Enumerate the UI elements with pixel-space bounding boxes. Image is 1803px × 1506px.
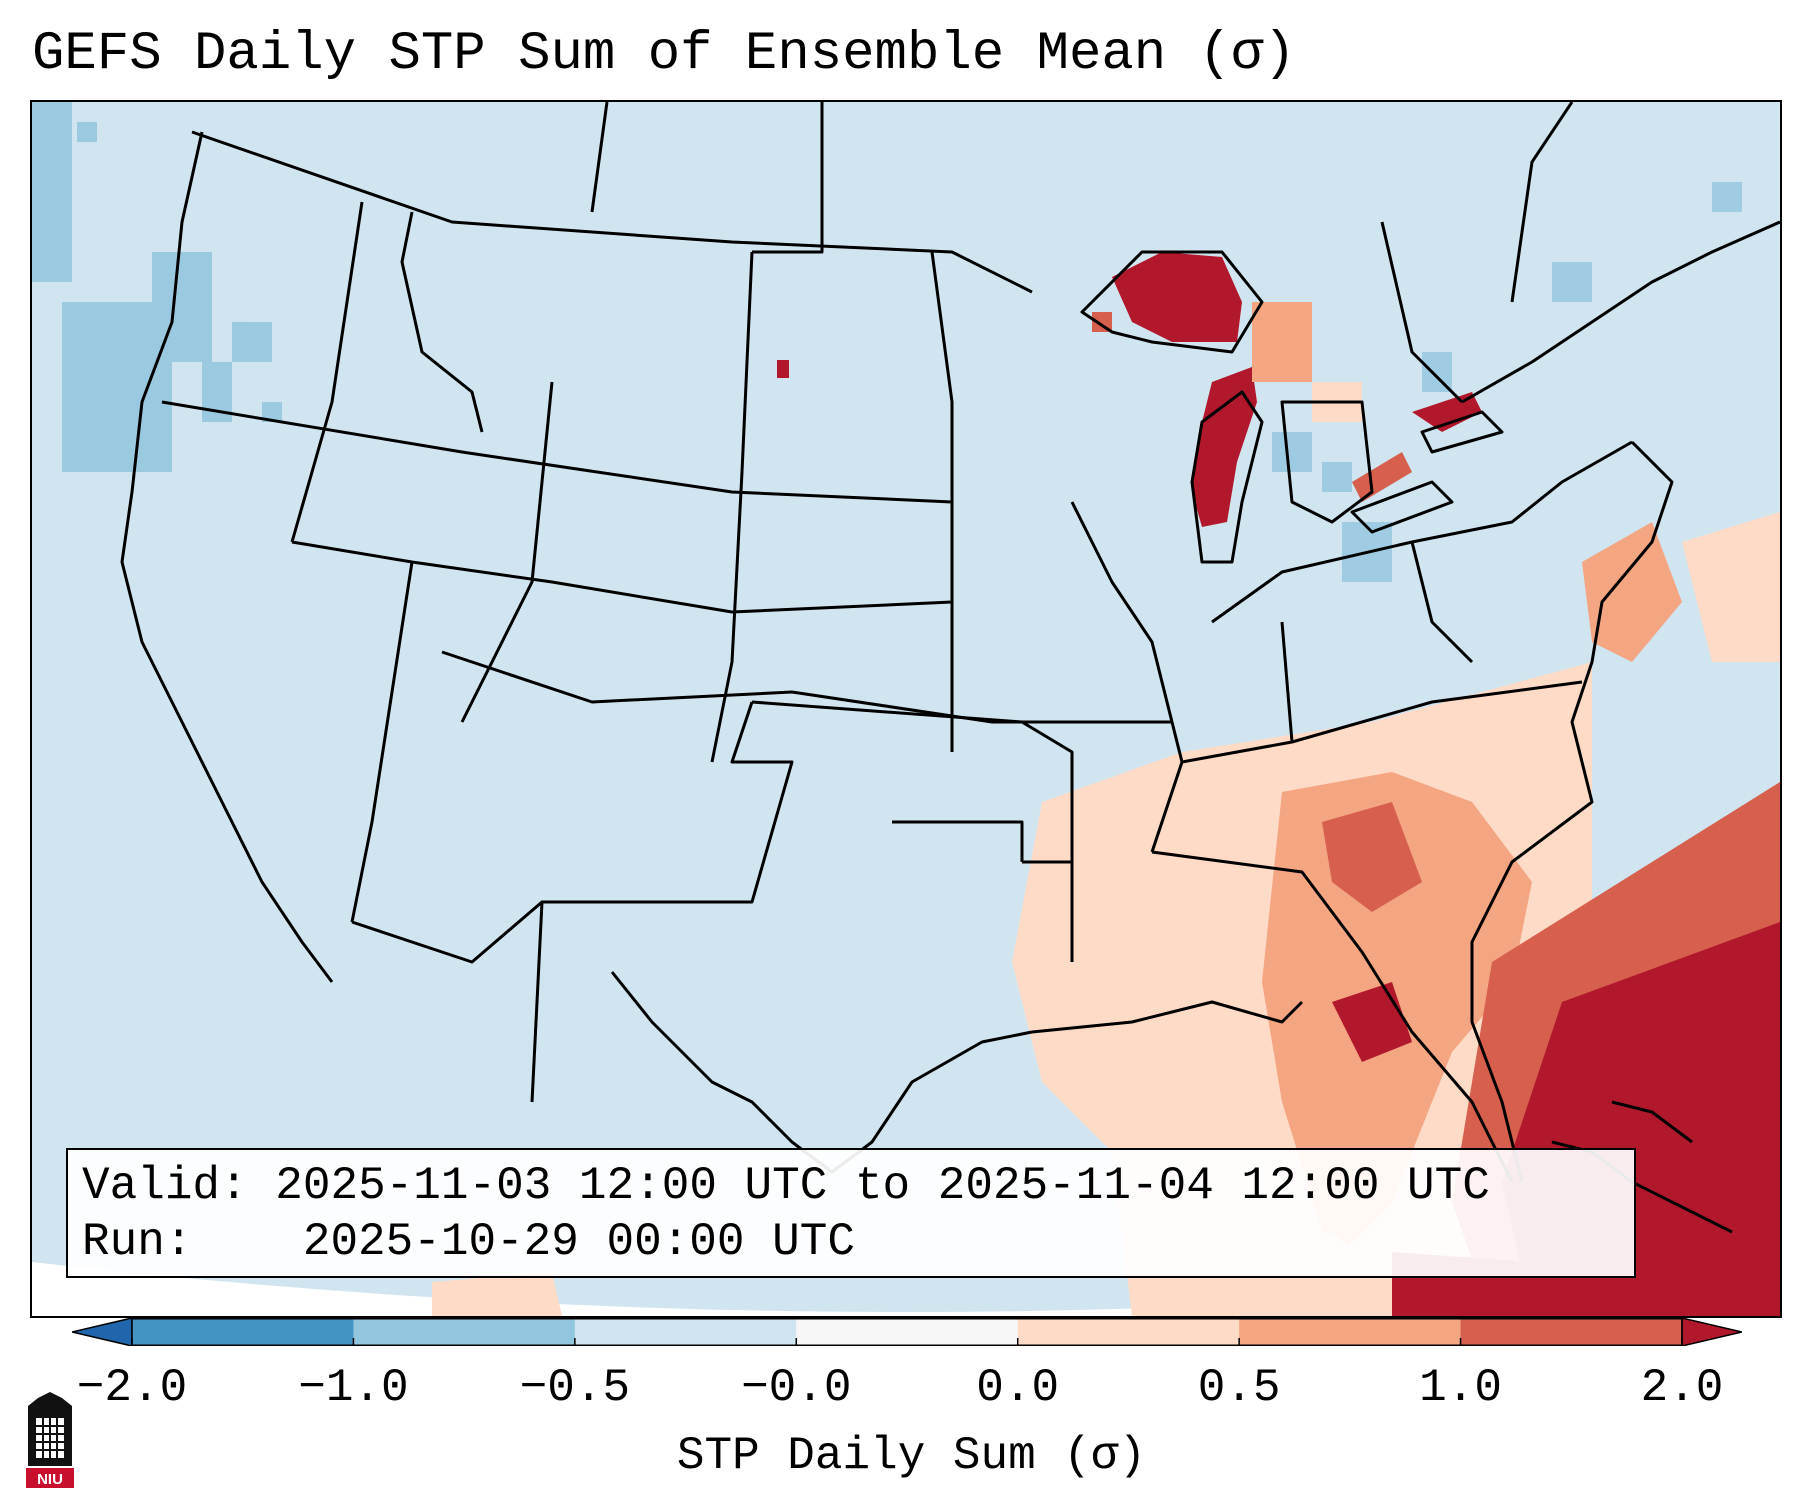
- map-panel: [30, 100, 1782, 1318]
- colorbar-outline: [131, 1318, 1683, 1346]
- map-canvas: [32, 102, 1780, 1316]
- logo-text: NIU: [37, 1471, 63, 1488]
- valid-time: 2025-11-03 12:00 UTC to 2025-11-04 12:00…: [275, 1160, 1490, 1212]
- colorbar-bin: [1460, 1318, 1683, 1346]
- niu-logo: NIU: [26, 1392, 74, 1488]
- colorbar-bin: [1017, 1318, 1240, 1346]
- colorbar-tick-label: −2.0: [76, 1362, 188, 1414]
- run-line: Run: 2025-10-29 00:00 UTC: [82, 1214, 1620, 1270]
- colorbar-bin: [796, 1318, 1019, 1346]
- colorbar-extend-high: [1681, 1318, 1742, 1346]
- colorbar-tick-label: 1.0: [1419, 1362, 1502, 1414]
- colorbar-tick-label: 0.0: [976, 1362, 1060, 1414]
- colorbar-label: STP Daily Sum (σ): [676, 1430, 1147, 1482]
- colorbar-tick-label: −0.0: [741, 1362, 852, 1414]
- northeast-anomaly: [1272, 182, 1742, 582]
- colorbar-bin: [1239, 1318, 1462, 1346]
- valid-label: Valid:: [82, 1160, 248, 1212]
- colorbar-tick-label: −1.0: [298, 1362, 409, 1414]
- state-boundaries: [120, 102, 1780, 1234]
- colorbar-tick-label: 0.5: [1197, 1362, 1281, 1414]
- run-label: Run:: [82, 1216, 193, 1268]
- colorbar-bin: [574, 1318, 797, 1346]
- colorbar-bin: [353, 1318, 576, 1346]
- colorbar-extend-low: [72, 1318, 133, 1346]
- valid-run-info-box: Valid: 2025-11-03 12:00 UTC to 2025-11-0…: [66, 1148, 1636, 1278]
- colorbar-tick-label: −0.5: [519, 1362, 631, 1414]
- valid-line: Valid: 2025-11-03 12:00 UTC to 2025-11-0…: [82, 1158, 1620, 1214]
- run-time: 2025-10-29 00:00 UTC: [302, 1216, 855, 1268]
- colorbar-tick-label: 2.0: [1640, 1362, 1724, 1414]
- colorbar: [72, 1318, 1742, 1346]
- chart-title: GEFS Daily STP Sum of Ensemble Mean (σ): [32, 24, 1296, 85]
- colorbar-bin: [132, 1318, 354, 1346]
